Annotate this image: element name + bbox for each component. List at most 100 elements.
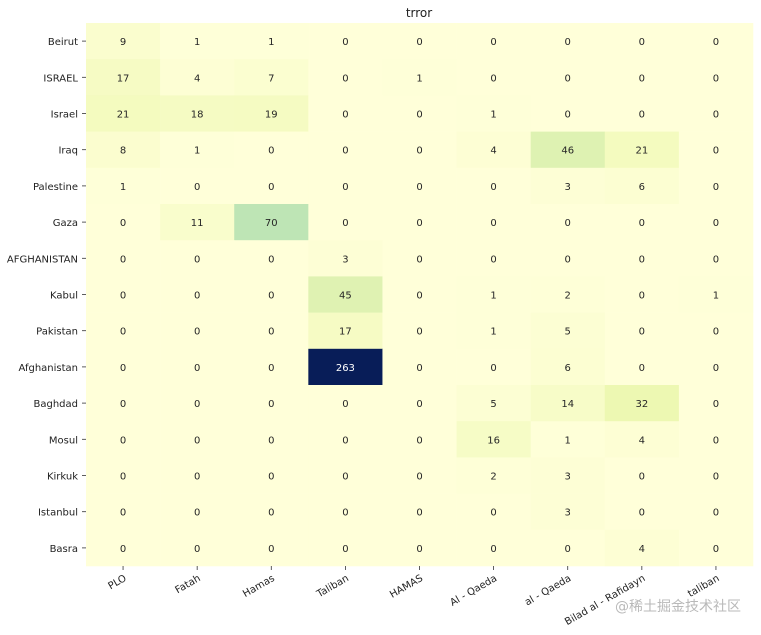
heatmap-cell — [530, 204, 606, 241]
heatmap-cell — [678, 529, 754, 567]
heatmap-cell — [160, 167, 235, 205]
heatmap-cell — [308, 95, 383, 132]
heatmap-cell — [86, 457, 161, 494]
cell-value-label: 0 — [194, 544, 200, 555]
heatmap-cell — [678, 312, 754, 350]
heatmap-cell — [86, 204, 161, 241]
cell-value-label: 0 — [416, 110, 422, 121]
heatmap-cell — [382, 385, 457, 422]
cell-value-label: 21 — [117, 110, 130, 121]
heatmap-cell — [382, 240, 457, 277]
heatmap-cell — [86, 23, 161, 60]
heatmap-cell — [530, 240, 606, 277]
cell-value-label: 0 — [268, 291, 274, 302]
heatmap-cell — [160, 131, 235, 169]
cell-value-label: 4 — [194, 73, 200, 84]
cell-value-label: 0 — [416, 37, 422, 48]
heatmap-cell — [86, 493, 161, 531]
x-tick-label: PLO — [106, 573, 128, 592]
cell-value-label: 17 — [117, 73, 130, 84]
heatmap-cell — [160, 204, 235, 241]
heatmap-cell — [678, 204, 754, 241]
cell-value-label: 0 — [342, 508, 348, 519]
x-tick-label: Al - Qaeda — [448, 573, 499, 609]
heatmap-cell — [86, 131, 161, 169]
heatmap-cell — [456, 385, 531, 422]
heatmap-cell — [308, 204, 383, 241]
heatmap-cell — [234, 95, 309, 132]
y-axis: Beirut ISRAEL Israel Iraq Palestine Gaza AFGHA… — [7, 37, 86, 555]
cell-value-label: 0 — [416, 327, 422, 338]
cell-value-label: 1 — [490, 327, 496, 338]
cell-value-label: 1 — [565, 435, 571, 446]
heatmap-cell — [456, 276, 531, 313]
heatmap-cell — [86, 348, 161, 386]
y-tick-label: Palestine — [33, 182, 78, 193]
y-tick-label: Israel — [51, 110, 78, 121]
cell-value-label: 0 — [713, 146, 719, 157]
cell-value-label: 0 — [639, 363, 645, 374]
heatmap-cell — [308, 240, 383, 277]
cell-value-label: 8 — [120, 146, 126, 157]
cell-value-label: 0 — [416, 182, 422, 193]
heatmap-cell — [160, 529, 235, 567]
cell-value-label: 0 — [120, 399, 126, 410]
y-tick-label: ISRAEL — [43, 73, 78, 84]
heatmap-cell — [456, 529, 531, 567]
y-tick-label: Mosul — [49, 435, 78, 446]
cell-value-label: 1 — [120, 182, 126, 193]
cell-value-label: 0 — [194, 508, 200, 519]
cell-value-label: 0 — [416, 472, 422, 483]
cell-value-label: 0 — [120, 254, 126, 265]
cell-value-label: 0 — [713, 327, 719, 338]
heatmap-cell — [604, 59, 680, 96]
cell-value-label: 0 — [416, 399, 422, 410]
cell-value-label: 0 — [194, 327, 200, 338]
cell-value-label: 0 — [268, 544, 274, 555]
cell-value-label: 0 — [713, 254, 719, 265]
cell-value-label: 46 — [561, 146, 574, 157]
heatmap-cell — [234, 421, 309, 458]
y-tick-label: Iraq — [58, 146, 78, 157]
y-tick-label: Pakistan — [36, 327, 78, 338]
heatmap-cell — [86, 167, 161, 205]
heatmap-cell — [234, 23, 309, 60]
heatmap-cell — [308, 312, 383, 350]
cell-value-label: 0 — [713, 399, 719, 410]
cell-value-label: 0 — [639, 110, 645, 121]
cell-value-label: 0 — [416, 291, 422, 302]
cell-value-label: 0 — [490, 218, 496, 229]
heatmap-cell — [160, 493, 235, 531]
heatmap-cell — [234, 240, 309, 277]
heatmap-cell — [678, 95, 754, 132]
heatmap-cell — [234, 167, 309, 205]
cell-value-label: 0 — [194, 399, 200, 410]
cell-value-label: 0 — [342, 110, 348, 121]
heatmap-cell — [604, 385, 680, 422]
cell-value-label: 18 — [191, 110, 204, 121]
heatmap-cell — [86, 276, 161, 313]
cell-value-label: 4 — [490, 146, 496, 157]
cell-value-label: 1 — [268, 37, 274, 48]
heatmap-cell — [604, 529, 680, 567]
cell-value-label: 0 — [268, 254, 274, 265]
heatmap-cell — [604, 276, 680, 313]
heatmap-cell — [456, 457, 531, 494]
heatmap-cell — [382, 167, 457, 205]
cell-value-label: 0 — [490, 544, 496, 555]
cell-value-label: 0 — [342, 146, 348, 157]
heatmap-cell — [308, 348, 383, 386]
heatmap-cell — [678, 348, 754, 386]
cell-value-label: 0 — [194, 363, 200, 374]
heatmap-cell — [160, 385, 235, 422]
heatmap-cell — [160, 95, 235, 132]
heatmap-cell — [456, 240, 531, 277]
cell-value-label: 0 — [565, 37, 571, 48]
heatmap-cell — [456, 131, 531, 169]
cell-value-label: 14 — [561, 399, 574, 410]
cell-value-label: 0 — [342, 218, 348, 229]
cell-value-label: 0 — [194, 182, 200, 193]
heatmap-cell — [308, 167, 383, 205]
cell-value-label: 11 — [191, 218, 204, 229]
heatmap-cell — [678, 457, 754, 494]
